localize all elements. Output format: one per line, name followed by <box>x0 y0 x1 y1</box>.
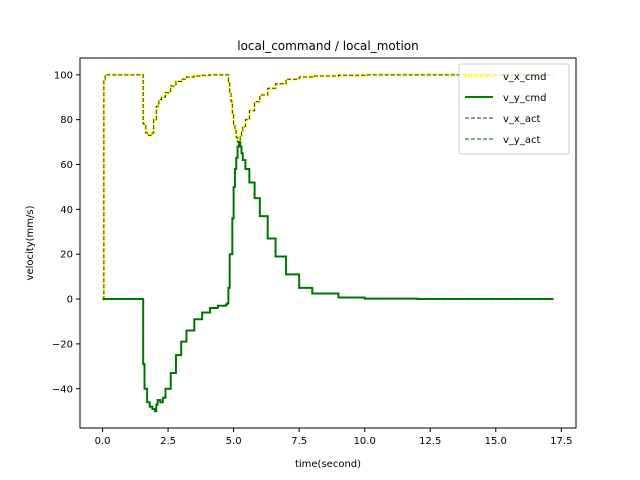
x-tick-label: 10.0 <box>354 436 376 447</box>
series-line-v_x_cmd <box>102 73 554 301</box>
legend-box <box>458 63 570 155</box>
legend-label-v_x_cmd: v_x_cmd <box>503 72 546 83</box>
y-tick-label: 40 <box>60 205 73 216</box>
legend: v_x_cmd v_y_cmd v_x_act v_y_act <box>458 63 570 155</box>
series-line-v_y_act <box>102 141 554 412</box>
y-tick-label: 60 <box>60 160 73 171</box>
y-tick-label: 80 <box>60 115 73 126</box>
y-tick-label: −20 <box>52 339 73 350</box>
x-tick-label: 0.0 <box>95 436 111 447</box>
x-axis-label: time(second) <box>295 459 361 470</box>
x-tick-label: 5.0 <box>226 436 242 447</box>
x-tick-label: 15.0 <box>485 436 507 447</box>
y-tick-label: 0 <box>67 295 73 306</box>
x-tick-label: 2.5 <box>160 436 176 447</box>
y-tick-label: −40 <box>52 384 73 395</box>
legend-entries: v_x_cmd v_y_cmd v_x_act v_y_act <box>465 72 546 146</box>
chart-title: local_command / local_motion <box>237 39 419 53</box>
x-tick-label: 17.5 <box>550 436 572 447</box>
legend-label-v_y_act: v_y_act <box>503 135 540 146</box>
x-tick-label: 7.5 <box>291 436 307 447</box>
x-axis-ticks: 0.0 2.5 5.0 7.5 10.0 12.5 15.0 17.5 <box>95 428 572 447</box>
legend-label-v_x_act: v_x_act <box>503 114 540 125</box>
y-tick-label: 20 <box>60 250 73 261</box>
y-axis-ticks: −40 −20 0 20 40 60 80 100 <box>52 70 80 395</box>
x-tick-label: 12.5 <box>419 436 441 447</box>
plot-series <box>102 73 554 413</box>
y-tick-label: 100 <box>54 70 73 81</box>
y-axis-label: velocity(mm/s) <box>25 205 36 280</box>
legend-label-v_y_cmd: v_y_cmd <box>503 93 546 104</box>
plot-frame <box>79 57 577 429</box>
